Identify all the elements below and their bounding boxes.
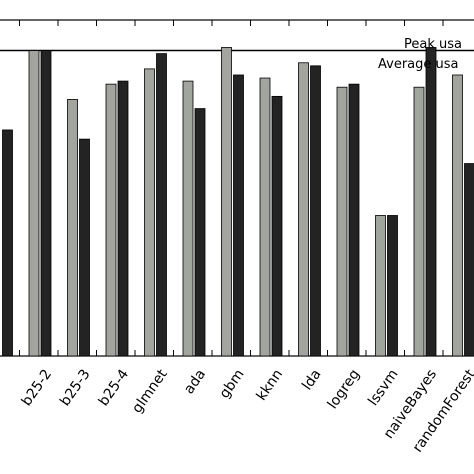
x-tick-label-logreg: logreg <box>325 367 364 412</box>
bar-peak-randomForest <box>452 74 463 357</box>
bar-peak-b25-2 <box>28 50 40 357</box>
bar-peak-b25-4 <box>105 83 117 357</box>
bar-average-glmnet <box>156 53 167 357</box>
x-tick-label-ada: ada <box>181 367 209 398</box>
legend-entry-peak: Peak usa <box>404 37 462 52</box>
bar-peak-lssvm <box>375 215 386 357</box>
bar-peak-lda <box>298 62 309 357</box>
bar-average-naiveBayes <box>425 47 437 357</box>
legend: Peak usa Average usa <box>378 37 462 72</box>
legend-entry-average: Average usa <box>378 57 459 72</box>
x-tick-label-b25-2: b25-2 <box>19 367 55 409</box>
bar-peak-ada <box>182 80 194 357</box>
x-tick-label-glmnet: glmnet <box>129 366 171 416</box>
bar-peak-gbm <box>221 47 232 357</box>
bar-average-gbm <box>233 74 244 357</box>
bar-average-first <box>2 129 13 357</box>
x-tick-label-kknn: kknn <box>254 367 287 404</box>
bar-average-ada <box>194 108 206 357</box>
bar-average-lssvm <box>387 215 398 357</box>
bars <box>2 47 474 357</box>
bar-peak-naiveBayes <box>413 86 425 357</box>
x-tick-label-b25-4: b25-4 <box>96 367 132 410</box>
x-tick-label-gbm: gbm <box>217 367 248 402</box>
bar-average-randomForest <box>464 163 474 357</box>
bar-peak-glmnet <box>144 68 155 357</box>
bar-average-logreg <box>348 83 360 357</box>
bar-average-b25-4 <box>117 80 129 357</box>
x-tick-label-lda: lda <box>299 367 324 394</box>
x-tick-label-b25-3: b25-3 <box>57 367 93 409</box>
bar-average-lda <box>310 65 321 357</box>
bar-average-b25-3 <box>79 138 90 357</box>
bar-average-kknn <box>271 95 283 357</box>
bar-peak-logreg <box>336 86 348 357</box>
x-tick-label-lssvm: lssvm <box>365 367 401 409</box>
bar-peak-kknn <box>259 77 271 357</box>
x-ticks <box>19 20 444 356</box>
bar-peak-b25-3 <box>67 99 78 357</box>
bar-average-b25-2 <box>40 50 52 357</box>
